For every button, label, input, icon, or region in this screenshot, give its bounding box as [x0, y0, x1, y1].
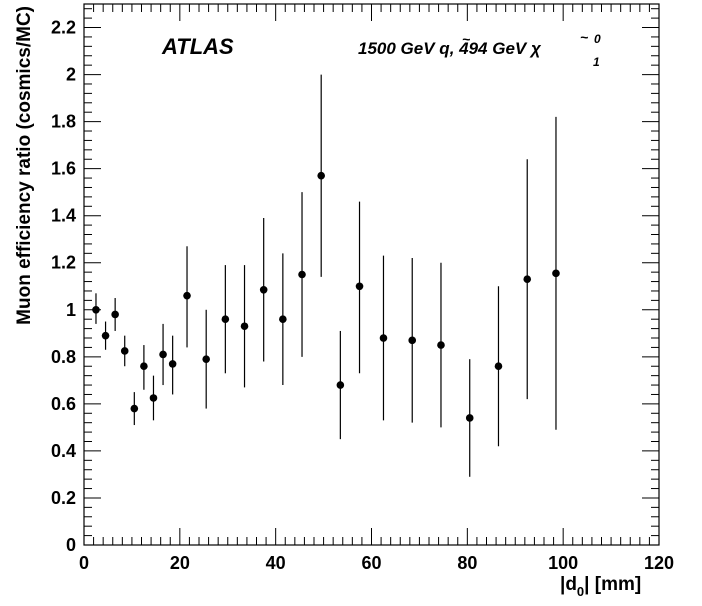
data-point: [355, 201, 364, 374]
data-point: [92, 293, 100, 324]
marker: [298, 270, 306, 279]
y-tick-label: 0.2: [51, 488, 76, 508]
neutralino-mass: 494 GeV: [458, 39, 528, 58]
marker: [437, 341, 445, 349]
neutralino-tilde: ~: [580, 29, 588, 45]
marker: [140, 362, 148, 371]
marker: [259, 285, 268, 294]
y-tick-label: 0.4: [51, 441, 76, 461]
model-label: 1500 GeV q, 494 GeV χ: [358, 39, 542, 58]
data-point: [101, 321, 110, 350]
marker: [465, 414, 474, 422]
y-tick-label: 1.6: [51, 159, 76, 179]
marker: [317, 171, 325, 180]
data-point: [279, 253, 287, 386]
marker: [221, 315, 230, 323]
marker: [336, 381, 345, 389]
data-point: [159, 323, 167, 386]
data-point: [240, 265, 249, 388]
data-point: [130, 392, 139, 426]
marker: [120, 347, 129, 355]
marker: [149, 394, 158, 402]
marker: [279, 315, 287, 323]
data-point: [465, 359, 474, 477]
neutralino-symbol: χ: [529, 39, 542, 58]
marker: [494, 362, 503, 371]
marker: [168, 360, 177, 368]
data-point: [183, 246, 191, 348]
x-tick-label: 60: [361, 553, 381, 573]
marker: [379, 334, 388, 342]
y-tick-label: 0.8: [51, 347, 76, 367]
squark-mass: 1500 GeV: [358, 39, 436, 58]
axes: 0 20 40 60 80 100 12000.20.40.60.811.21.41.61.…: [51, 4, 674, 573]
plot-frame: [83, 3, 660, 546]
y-tick-label: 0: [66, 535, 76, 555]
y-tick-label: 1.2: [51, 253, 76, 273]
neutralino-superscript: 0: [594, 32, 601, 46]
x-tick-label: 100: [548, 553, 578, 573]
data-point: [168, 335, 177, 395]
marker: [130, 404, 139, 413]
marker: [101, 331, 110, 340]
data-point: [523, 159, 532, 400]
marker: [92, 305, 100, 314]
squark-symbol: q: [439, 39, 450, 58]
y-tick-label: 1.8: [51, 112, 76, 132]
data-point: [317, 74, 325, 277]
y-tick-label: 2.2: [51, 18, 76, 38]
y-tick-label: 1: [66, 300, 76, 320]
y-tick-label: 2: [66, 65, 76, 85]
data-point: [111, 298, 119, 331]
y-tick-label: 0.6: [51, 394, 76, 414]
squark-tilde: ~: [462, 31, 470, 47]
data-point: [437, 262, 445, 428]
neutralino-subscript: 1: [593, 55, 600, 69]
x-axis-label: |d0| [mm]: [560, 574, 641, 599]
data-point: [298, 192, 306, 357]
data-point: [336, 330, 345, 440]
data-point: [379, 255, 388, 421]
marker: [159, 350, 167, 359]
data-point: [259, 218, 268, 362]
x-tick-label: 120: [644, 553, 674, 573]
data-point: [120, 335, 129, 367]
marker: [183, 291, 191, 300]
data-point: [140, 345, 148, 390]
x-tick-label: 40: [266, 553, 286, 573]
marker: [240, 322, 249, 331]
data-point: [552, 116, 560, 430]
marker: [111, 310, 119, 319]
experiment-label: ATLAS: [161, 34, 234, 59]
y-tick-label: 1.4: [51, 206, 76, 226]
data-points: [92, 74, 560, 477]
x-axis-label-pre: |d: [560, 574, 577, 595]
marker: [408, 336, 417, 345]
x-tick-label: 0: [79, 553, 89, 573]
data-point: [221, 265, 230, 374]
x-tick-label: 20: [170, 553, 190, 573]
y-axis-label: Muon efficiency ratio (cosmics/MC): [14, 6, 35, 325]
x-axis-label-sub: 0: [577, 584, 584, 599]
marker: [552, 269, 560, 278]
data-point: [408, 258, 417, 423]
marker: [523, 275, 532, 284]
data-point: [494, 286, 503, 447]
x-tick-label: 80: [457, 553, 477, 573]
x-axis-label-post: | [mm]: [584, 574, 641, 595]
data-point: [149, 375, 158, 421]
data-point: [202, 309, 210, 409]
marker: [355, 282, 364, 291]
marker: [202, 355, 210, 363]
